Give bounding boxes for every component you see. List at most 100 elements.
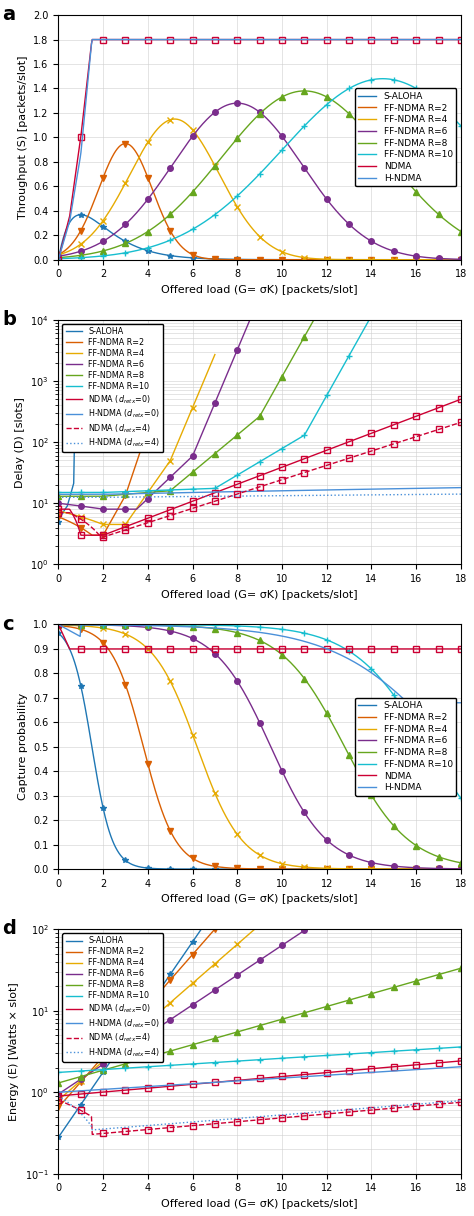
NDMA ($d_{retx}$=0) [386, 420, 392, 434]
FF-NDMA R=10 [247, 1053, 253, 1068]
FF-NDMA R=8 [55, 1076, 61, 1091]
FF-NDMA R=6 [247, 98, 253, 113]
FF-NDMA R=8 [295, 663, 301, 677]
FF-NDMA R=4 [449, 253, 455, 268]
H-NDMA [449, 33, 455, 47]
FF-NDMA R=4 [247, 927, 253, 941]
NDMA [55, 618, 61, 632]
H-NDMA ($d_{retx}$=4) [449, 1094, 455, 1109]
FF-NDMA R=2 [55, 1100, 61, 1115]
FF-NDMA R=4 [249, 924, 255, 939]
H-NDMA ($d_{retx}$=0) [295, 483, 301, 497]
FF-NDMA R=4 [385, 805, 391, 820]
FF-NDMA R=6 [296, 152, 301, 167]
FF-NDMA R=4 [55, 503, 61, 518]
H-NDMA [55, 618, 61, 632]
FF-NDMA R=8 [247, 1021, 253, 1036]
S-ALOHA [458, 253, 464, 268]
S-ALOHA [55, 253, 61, 268]
FF-NDMA R=10 [247, 176, 253, 191]
S-ALOHA [247, 851, 253, 866]
FF-NDMA R=10 [380, 72, 385, 86]
NDMA [274, 642, 280, 657]
FF-NDMA R=6 [295, 794, 301, 809]
FF-NDMA R=10 [273, 148, 279, 163]
H-NDMA [296, 33, 301, 47]
FF-NDMA R=8 [249, 416, 255, 430]
FF-NDMA R=8 [458, 224, 464, 238]
S-ALOHA [78, 208, 84, 223]
FF-NDMA R=2 [247, 861, 253, 876]
S-ALOHA [250, 252, 255, 266]
FF-NDMA R=10 [247, 619, 253, 634]
H-NDMA ($d_{retx}$=4) [247, 489, 253, 503]
FF-NDMA R=10 [273, 445, 279, 460]
Line: NDMA ($d_{retx}$=0): NDMA ($d_{retx}$=0) [58, 1060, 461, 1096]
Text: d: d [2, 919, 16, 939]
Line: FF-NDMA R=2: FF-NDMA R=2 [58, 143, 461, 260]
NDMA ($d_{retx}$=4) [458, 1094, 464, 1109]
NDMA ($d_{retx}$=4) [458, 415, 464, 429]
FF-NDMA R=4 [296, 249, 301, 264]
H-NDMA ($d_{retx}$=4) [274, 1108, 280, 1122]
H-NDMA ($d_{retx}$=0) [55, 1085, 61, 1099]
NDMA [386, 642, 392, 657]
H-NDMA ($d_{retx}$=0) [273, 484, 279, 499]
Line: S-ALOHA: S-ALOHA [58, 634, 461, 869]
Y-axis label: Throughput (S) [packets/slot]: Throughput (S) [packets/slot] [18, 56, 27, 219]
FF-NDMA R=8 [273, 1014, 279, 1029]
FF-NDMA R=2 [247, 253, 253, 268]
FF-NDMA R=8 [458, 961, 464, 975]
Line: NDMA: NDMA [58, 625, 461, 649]
NDMA [296, 642, 301, 657]
FF-NDMA R=6 [448, 826, 454, 840]
H-NDMA ($d_{retx}$=0) [458, 1059, 464, 1074]
NDMA ($d_{retx}$=0) [458, 1053, 464, 1068]
FF-NDMA R=6 [273, 751, 279, 766]
FF-NDMA R=6 [273, 942, 279, 957]
H-NDMA ($d_{retx}$=4) [386, 1099, 392, 1114]
Line: FF-NDMA R=6: FF-NDMA R=6 [58, 298, 259, 510]
Line: FF-NDMA R=8: FF-NDMA R=8 [58, 298, 326, 496]
FF-NDMA R=4 [247, 219, 253, 233]
H-NDMA ($d_{retx}$=4) [55, 490, 61, 505]
FF-NDMA R=8 [55, 250, 61, 265]
NDMA ($d_{retx}$=4) [250, 1113, 255, 1127]
H-NDMA ($d_{retx}$=4) [247, 1110, 253, 1125]
NDMA ($d_{retx}$=4) [55, 1093, 61, 1108]
FF-NDMA R=2 [249, 861, 255, 876]
H-NDMA ($d_{retx}$=4) [90, 1122, 95, 1137]
NDMA [458, 642, 464, 657]
H-NDMA ($d_{retx}$=0) [249, 484, 255, 499]
FF-NDMA R=4 [295, 860, 301, 874]
Line: FF-NDMA R=8: FF-NDMA R=8 [58, 968, 461, 1083]
FF-NDMA R=8 [55, 618, 61, 632]
FF-NDMA R=2 [385, 862, 391, 877]
FF-NDMA R=2 [448, 862, 454, 877]
Line: FF-NDMA R=4: FF-NDMA R=4 [58, 625, 461, 869]
H-NDMA [247, 624, 253, 638]
Line: FF-NDMA R=2: FF-NDMA R=2 [58, 648, 461, 1108]
FF-NDMA R=10 [55, 618, 61, 632]
FF-NDMA R=4 [386, 253, 392, 268]
NDMA ($d_{retx}$=0) [249, 1071, 255, 1086]
NDMA [449, 642, 455, 657]
FF-NDMA R=6 [448, 861, 454, 876]
FF-NDMA R=6 [274, 123, 280, 137]
FF-NDMA R=2 [250, 253, 255, 268]
H-NDMA ($d_{retx}$=4) [458, 1093, 464, 1108]
H-NDMA ($d_{retx}$=0) [458, 480, 464, 495]
FF-NDMA R=6 [250, 100, 255, 114]
Line: FF-NDMA R=10: FF-NDMA R=10 [58, 79, 461, 259]
H-NDMA ($d_{retx}$=4) [448, 486, 454, 501]
H-NDMA [449, 696, 455, 710]
FF-NDMA R=8 [386, 152, 392, 167]
FF-NDMA R=10 [249, 619, 255, 634]
FF-NDMA R=10 [249, 174, 255, 188]
FF-NDMA R=2 [295, 827, 301, 841]
FF-NDMA R=6 [458, 252, 464, 266]
Legend: S-ALOHA, FF-NDMA R=2, FF-NDMA R=4, FF-NDMA R=6, FF-NDMA R=8, FF-NDMA R=10, NDMA,: S-ALOHA, FF-NDMA R=2, FF-NDMA R=4, FF-ND… [355, 89, 456, 186]
FF-NDMA R=6 [249, 699, 255, 714]
Text: a: a [2, 5, 15, 24]
FF-NDMA R=2 [386, 253, 392, 268]
